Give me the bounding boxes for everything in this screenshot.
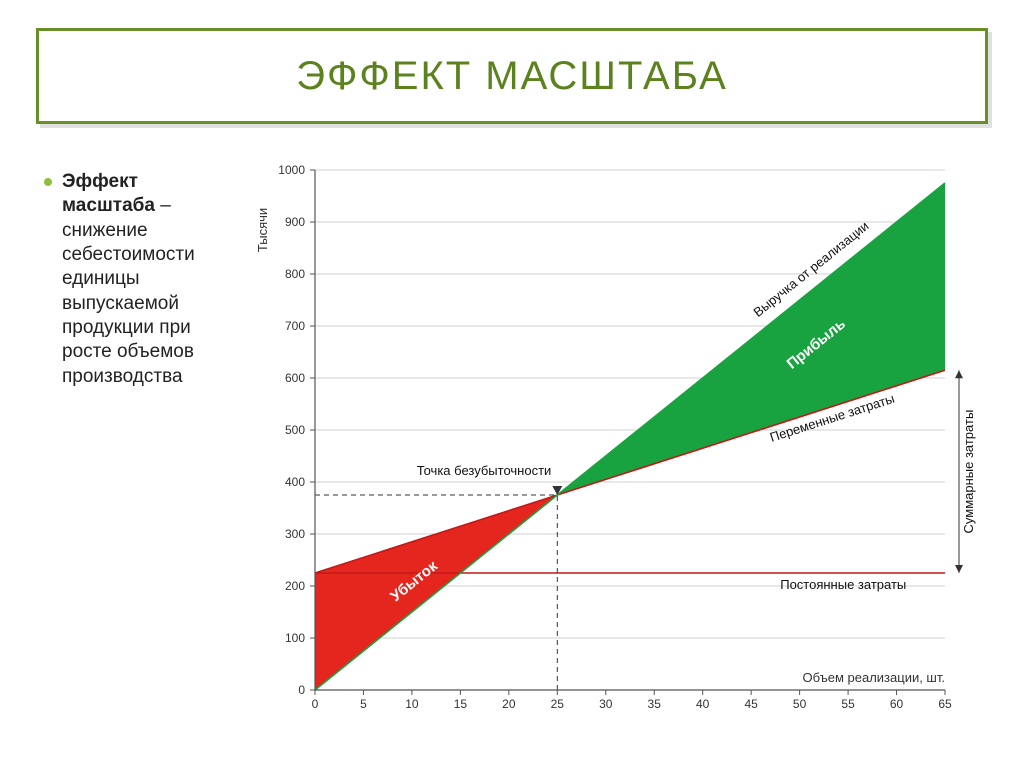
x-tick: 15 [454, 697, 468, 711]
y-tick: 800 [285, 267, 305, 281]
x-tick: 55 [841, 697, 855, 711]
y-tick: 700 [285, 319, 305, 333]
bullet-column: Эффект масштаба – снижение себестоимости… [44, 170, 224, 389]
y-tick: 300 [285, 527, 305, 541]
y-tick: 0 [298, 683, 305, 697]
x-axis-label: Объем реализации, шт. [802, 670, 945, 685]
bullet-dot-icon [44, 178, 52, 186]
revenue-line [315, 183, 945, 690]
total-cost-label: Суммарные затраты [961, 410, 976, 534]
slide: ЭФФЕКТ МАСШТАБА Эффект масштаба – снижен… [0, 0, 1024, 767]
title-frame: ЭФФЕКТ МАСШТАБА [36, 28, 988, 124]
x-tick: 60 [890, 697, 904, 711]
bullet-term: Эффект масштаба [62, 171, 155, 216]
y-tick: 600 [285, 371, 305, 385]
x-tick: 30 [599, 697, 613, 711]
bullet-text: Эффект масштаба – снижение себестоимости… [62, 170, 224, 389]
x-tick: 35 [648, 697, 662, 711]
y-tick: 100 [285, 631, 305, 645]
x-tick: 50 [793, 697, 807, 711]
breakeven-label: Точка безубыточности [417, 463, 552, 478]
x-tick: 20 [502, 697, 516, 711]
x-tick: 65 [938, 697, 952, 711]
y-tick: 400 [285, 475, 305, 489]
x-tick: 0 [312, 697, 319, 711]
x-tick: 40 [696, 697, 710, 711]
fixed-label: Постоянные затраты [780, 577, 906, 592]
y-tick: 500 [285, 423, 305, 437]
bullet-suffix: – [155, 195, 171, 216]
y-tick: 1000 [278, 163, 305, 177]
page-title: ЭФФЕКТ МАСШТАБА [296, 54, 728, 99]
x-tick: 45 [744, 697, 758, 711]
break-even-chart: 0 5 10 15 20 25 30 35 40 45 50 55 60 65 0 100 200 300 400 5… [245, 150, 995, 740]
x-tick: 10 [405, 697, 419, 711]
y-tick: 200 [285, 579, 305, 593]
x-tick: 5 [360, 697, 367, 711]
bullet-item: Эффект масштаба – снижение себестоимости… [44, 170, 224, 389]
y-tick: 900 [285, 215, 305, 229]
chart-svg: 0 5 10 15 20 25 30 35 40 45 50 55 60 65 0 100 200 300 400 5… [245, 150, 995, 740]
y-axis-label: Тысячи [255, 208, 270, 252]
x-tick: 25 [551, 697, 565, 711]
bullet-body: снижение себестоимости единицы выпускаем… [62, 220, 195, 387]
